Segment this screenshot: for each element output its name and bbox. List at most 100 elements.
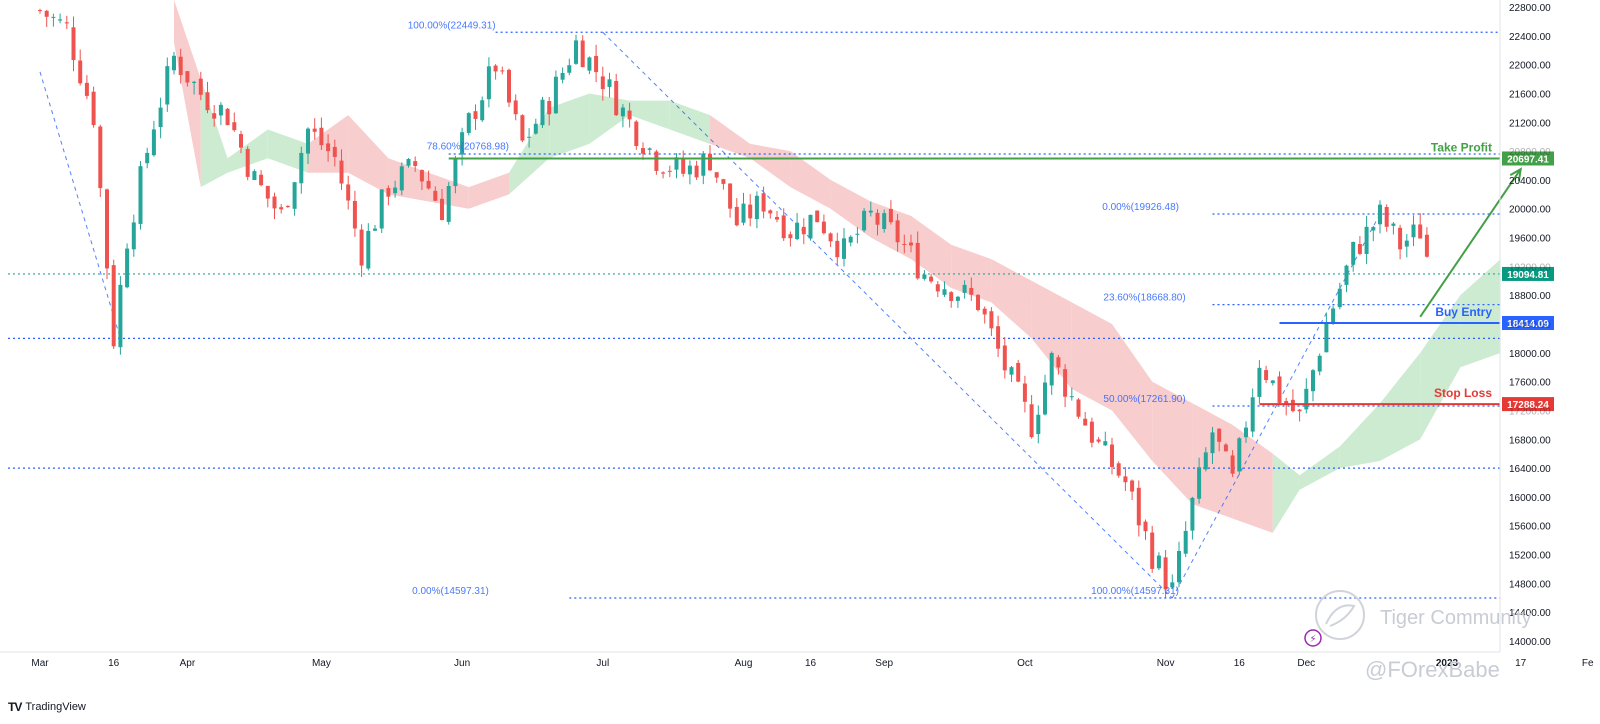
candle-body xyxy=(748,204,753,219)
candle-body xyxy=(1217,428,1222,442)
candle-body xyxy=(265,185,270,199)
cloud-segment xyxy=(267,129,308,173)
price-tick-label: 20800.00 xyxy=(1509,147,1551,158)
candle-body xyxy=(788,234,793,239)
cloud-segment xyxy=(388,158,429,202)
price-tick-label: 18000.00 xyxy=(1509,349,1551,360)
candle-body xyxy=(460,132,465,155)
candle-body xyxy=(272,196,277,209)
candle-body xyxy=(969,287,974,295)
fib-level-label: 0.00%(14597.31) xyxy=(412,586,489,597)
candle-body xyxy=(1411,224,1416,238)
candle-body xyxy=(580,40,585,68)
tradingview-brand[interactable]: TV TradingView xyxy=(8,699,86,715)
candle-body xyxy=(1197,467,1202,499)
candle-body xyxy=(299,152,304,184)
candle-body xyxy=(989,311,994,329)
candle-body xyxy=(1130,480,1135,492)
candle-body xyxy=(1210,432,1215,454)
price-tick-label: 14400.00 xyxy=(1509,608,1551,619)
trade-level-label: Buy Entry xyxy=(1435,305,1492,319)
fib-labels: 100.00%(22449.31) 78.60%(20768.98) 0.00%(1… xyxy=(408,20,1186,597)
candle-body xyxy=(1016,362,1021,382)
candle-body xyxy=(145,152,150,164)
candle-body xyxy=(1002,345,1007,371)
price-tick-label: 17200.00 xyxy=(1509,406,1551,417)
candle-body xyxy=(1337,288,1342,308)
time-tick-label: 16 xyxy=(1234,658,1246,669)
candle-body xyxy=(976,294,980,311)
candle-body xyxy=(1244,427,1248,438)
price-tick-label: 15600.00 xyxy=(1509,522,1551,533)
candle-body xyxy=(1257,367,1262,397)
candle-body xyxy=(453,158,458,187)
fib-level-label: 50.00%(17261.90) xyxy=(1103,394,1185,405)
time-tick-label: Dec xyxy=(1297,658,1315,669)
candle-body xyxy=(567,65,572,73)
candle-body xyxy=(480,100,485,121)
candle-body xyxy=(513,100,518,115)
candle-body xyxy=(64,22,69,24)
cloud-segment xyxy=(1339,403,1380,469)
time-tick-label: Aug xyxy=(735,658,753,669)
tradingview-logo-icon: TV xyxy=(8,700,22,714)
fib-level-label: 23.60%(18668.80) xyxy=(1103,293,1185,304)
candle-body xyxy=(1143,521,1148,532)
candle-body xyxy=(654,151,659,171)
trade-levels: Take Profit 20697.41 Buy Entry 18414.09 Stop… xyxy=(448,140,1554,412)
candle-body xyxy=(306,128,310,154)
candle-body xyxy=(259,174,264,186)
candle-body xyxy=(527,136,532,138)
price-tag-label: 18414.09 xyxy=(1507,319,1549,330)
candle-body xyxy=(996,326,1001,349)
candle-body xyxy=(540,99,545,126)
candle-body xyxy=(192,81,197,84)
candle-body xyxy=(500,70,505,72)
candle-body xyxy=(674,157,679,170)
lightning-glyph: ⚡ xyxy=(1309,634,1316,645)
candle-body xyxy=(326,143,331,152)
cloud-segment xyxy=(870,201,911,260)
price-tick-label: 19600.00 xyxy=(1509,234,1551,245)
candle-body xyxy=(1223,444,1228,452)
candle-body xyxy=(835,240,840,258)
candle-body xyxy=(828,233,833,242)
time-tick-label: 16 xyxy=(805,658,817,669)
candle-body xyxy=(91,91,96,126)
candle-body xyxy=(888,208,893,223)
price-tick-label: 16400.00 xyxy=(1509,464,1551,475)
candle-body xyxy=(520,115,525,141)
candle-body xyxy=(741,203,746,223)
price-tag xyxy=(1502,397,1554,412)
candle-body xyxy=(332,146,337,157)
price-tick-label: 17600.00 xyxy=(1509,378,1551,389)
candle-body xyxy=(687,165,692,175)
candle-body xyxy=(1110,444,1114,467)
candle-body xyxy=(721,179,726,184)
candle-body xyxy=(607,79,612,87)
candle-body xyxy=(84,82,89,96)
cloud-segment xyxy=(1232,424,1273,533)
cloud-segment xyxy=(509,107,550,195)
time-tick-label: Jun xyxy=(454,658,470,669)
candle-body xyxy=(466,113,471,133)
candle-body xyxy=(1096,439,1101,442)
candle-body xyxy=(734,206,739,226)
price-tick-label: 22000.00 xyxy=(1509,61,1551,72)
candle-body xyxy=(51,16,56,18)
candle-body xyxy=(1076,399,1081,417)
candle-body xyxy=(815,210,820,223)
candle-body xyxy=(1083,418,1088,426)
candle-body xyxy=(587,57,592,71)
candle-body xyxy=(279,207,284,210)
candle-body xyxy=(915,242,920,279)
candle-body xyxy=(71,27,76,61)
trade-level-label: Take Profit xyxy=(1431,140,1492,154)
fib-level-label: 100.00%(14597.31) xyxy=(1091,586,1179,597)
candle-body xyxy=(781,215,786,239)
candle-body xyxy=(574,40,578,64)
candle-body xyxy=(125,248,130,288)
last-price-label: 19094.81 xyxy=(1507,270,1549,281)
